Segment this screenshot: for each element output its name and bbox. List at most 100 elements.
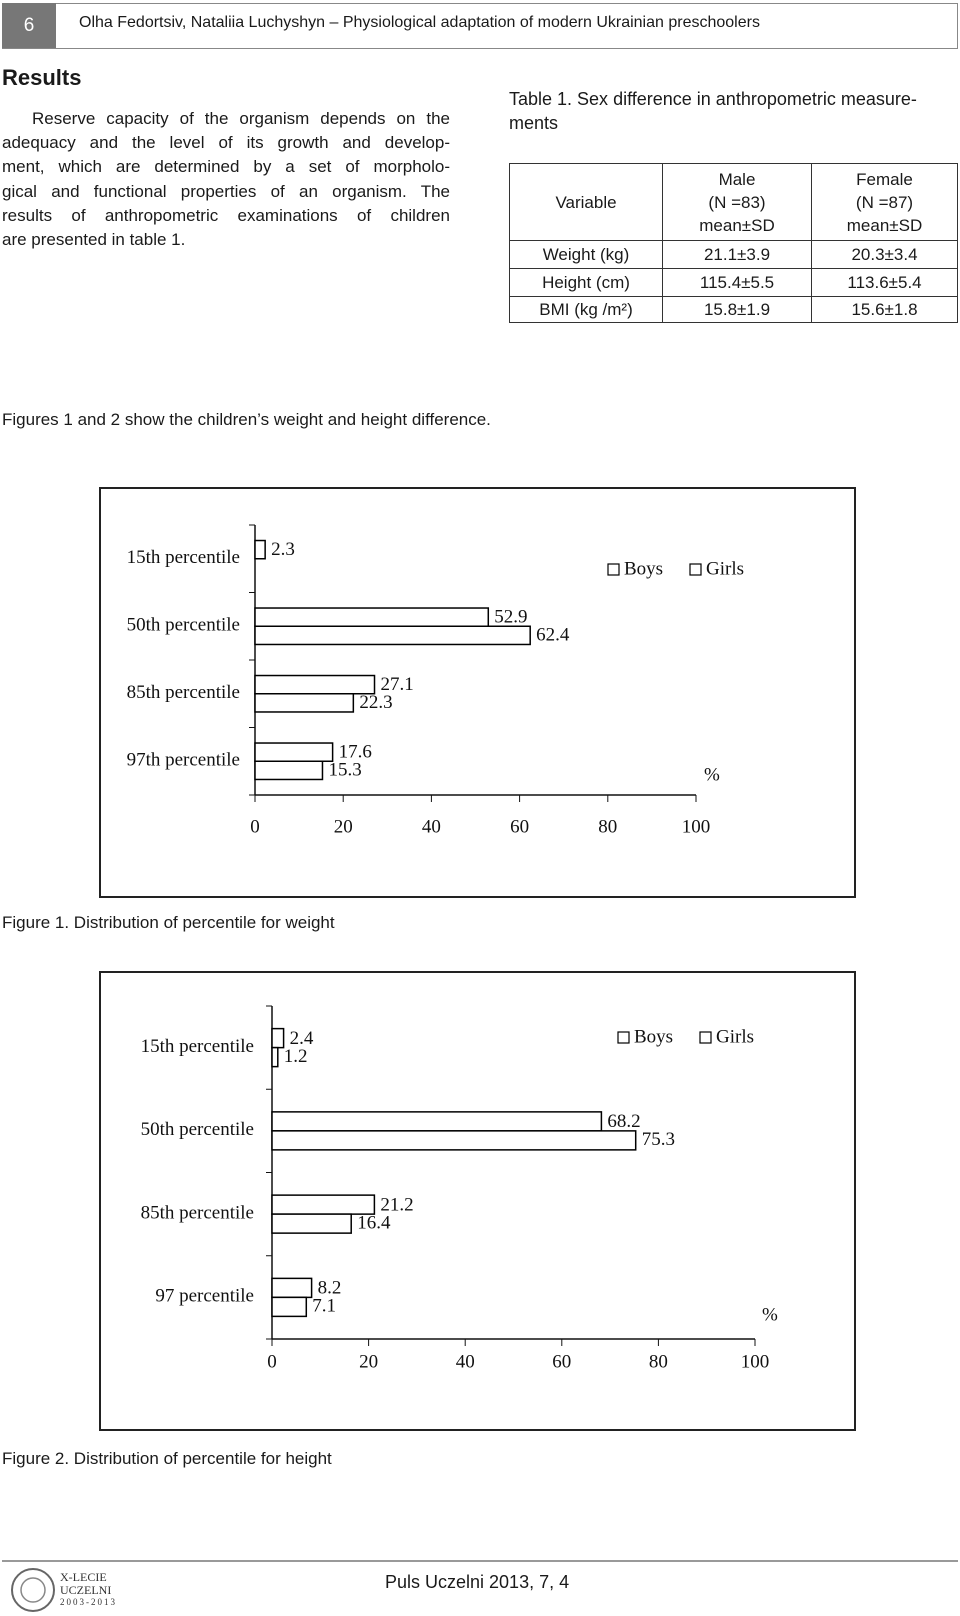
axis-unit: % [762,1304,778,1325]
value-label: 15.3 [328,760,361,781]
x-tick-label: 0 [267,1351,277,1372]
figure-caption: Figure 2. Distribution of percentile for… [2,1449,332,1468]
bar [254,742,334,763]
category-label: 50th percentile [141,1119,254,1140]
cell: 15.8±1.9 [662,296,812,323]
x-tick-label: 20 [359,1351,378,1372]
bar [271,1213,352,1234]
bar [254,607,490,628]
axis-unit: % [704,764,720,785]
logo-emblem [20,1577,46,1603]
page-number: 6 [2,3,56,48]
value-label: 2.3 [271,539,295,560]
bar [271,1027,285,1049]
value-label: 21.2 [380,1194,413,1215]
bar [254,539,266,560]
value-label: 52.9 [494,607,527,628]
header-cell: Male (N =83) mean±SD [662,163,812,241]
x-tick-label: 0 [250,816,260,837]
footer-journal: Puls Uczelni 2013, 7, 4 [385,1572,570,1592]
category-label: 15th percentile [141,1036,254,1057]
category-label: 85th percentile [127,682,240,703]
logo-text: X-LECIE [60,1570,107,1584]
cell: 113.6±5.4 [811,268,958,297]
figure-caption: Figure 1. Distribution of percentile for… [2,913,335,932]
value-label: 62.4 [536,625,570,646]
bar [254,760,324,781]
header-line: mean±SD [846,215,923,235]
category-label: 85th percentile [141,1202,254,1223]
value-label: 2.4 [290,1028,314,1049]
bar [271,1296,308,1318]
bar [271,1194,376,1215]
legend-swatch [699,1031,712,1044]
legend-swatch [689,563,702,576]
paragraph-line: are presented in table 1. [2,230,186,249]
section-heading: Results [2,65,82,90]
paragraph-line: ment, which are determined by a set of m… [2,157,450,176]
bar [271,1111,603,1132]
x-tick-label: 80 [598,816,617,837]
body-text: Figures 1 and 2 show the children’s weig… [2,410,491,429]
category-label: 97 percentile [155,1286,254,1307]
table-caption: Table 1. Sex difference in anthropometri… [509,89,917,109]
category-label: 50th percentile [127,615,240,636]
cell: BMI (kg /m²) [509,296,663,323]
legend-swatch [617,1031,630,1044]
cell: Weight (kg) [509,240,663,269]
cell: 21.1±3.9 [662,240,812,269]
running-title: Olha Fedortsiv, Nataliia Luchyshyn – Phy… [79,14,760,31]
figure-frame [99,487,856,898]
legend-label: Boys [624,558,663,579]
header-line: Male [718,169,756,189]
header-cell: Variable [509,163,663,241]
value-label: 75.3 [642,1129,675,1150]
figure-frame [99,971,856,1431]
bar [254,625,531,646]
value-label: 22.3 [359,692,392,713]
value-label: 27.1 [381,674,414,695]
cell: 15.6±1.8 [811,296,958,323]
paragraph-line: results of anthropometric examinations o… [2,206,450,225]
value-label: 17.6 [339,742,372,763]
value-label: 8.2 [318,1278,342,1299]
value-label: 68.2 [607,1111,640,1132]
legend-label: Girls [706,558,744,579]
bar [254,674,376,695]
category-label: 97th percentile [127,750,240,771]
legend-label: Girls [716,1026,754,1047]
x-tick-label: 40 [422,816,441,837]
logo-text: UCZELNI [60,1583,112,1597]
value-label: 7.1 [312,1296,336,1317]
x-tick-label: 80 [649,1351,668,1372]
logo-emblem [11,1568,55,1612]
bar [271,1277,313,1299]
logo-text: 2003-2013 [60,1597,117,1607]
x-tick-label: 100 [741,1351,770,1372]
x-tick-label: 60 [552,1351,571,1372]
x-tick-label: 20 [334,816,353,837]
table: Variable Male (N =83) mean±SD Female (N =87… [509,163,958,323]
value-label: 16.4 [357,1212,391,1233]
value-label: 1.2 [284,1046,308,1067]
paragraph-line: Reserve capacity of the organism depends… [32,109,450,128]
cell: Height (cm) [509,268,663,297]
header-line: Female [856,169,913,189]
category-label: 15th percentile [127,547,240,568]
header-line: mean±SD [699,215,775,235]
bar [254,693,355,713]
x-tick-label: 100 [682,816,711,837]
paragraph-line: gical and functional properties of an or… [2,182,450,201]
header-line: (N =83) [708,192,766,212]
bar [271,1046,279,1068]
x-tick-label: 40 [456,1351,475,1372]
paragraph-line: adequacy and the level of its growth and… [2,133,450,152]
header-line: (N =87) [855,192,914,212]
x-tick-label: 60 [510,816,529,837]
bar [271,1130,637,1151]
legend-swatch [607,563,620,576]
table-caption: ments [509,113,559,133]
legend-label: Boys [634,1026,673,1047]
